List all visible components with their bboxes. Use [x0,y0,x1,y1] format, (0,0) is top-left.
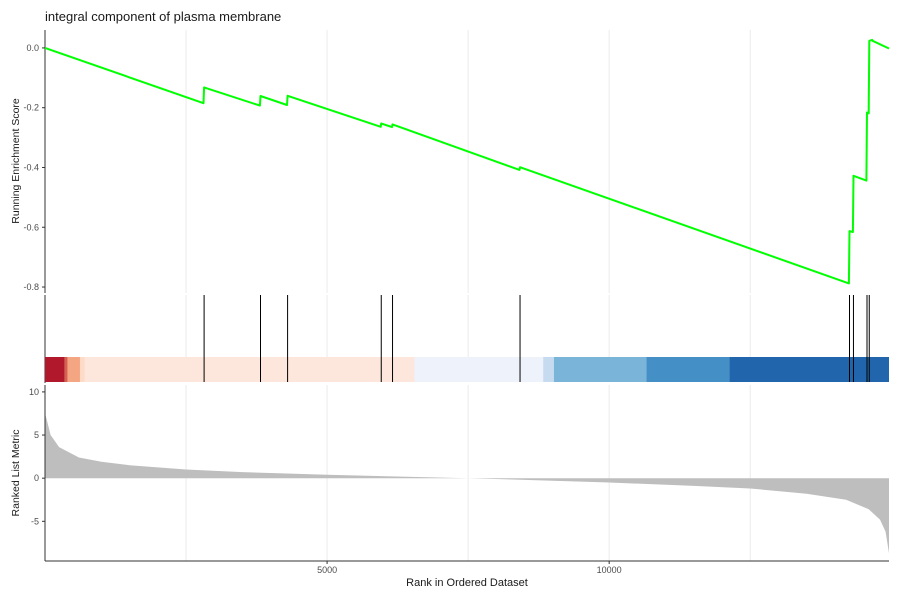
running-score-axis-label: Running Enrichment Score [10,98,22,224]
ranked-metric-y-tick-label: -5 [31,516,39,526]
ranked-metric-y-tick-label: 0 [34,473,39,483]
ranked-metric-axis-label: Ranked List Metric [10,430,22,517]
rank-color-segment [543,357,554,382]
grid-layer [185,30,751,561]
ranked-metric-y-tick-label: 5 [34,430,39,440]
rank-color-segment [646,357,730,382]
running-score-y-tick-label: -0.4 [23,162,39,172]
chart-title: integral component of plasma membrane [45,9,281,24]
x-axis-tick-label: 5000 [317,565,337,575]
rank-color-segment [67,357,80,382]
x-axis-label: Rank in Ordered Dataset [406,577,528,589]
running-score-y-tick-label: -0.2 [23,103,39,113]
running-score-line [44,38,890,285]
running-score-y-tick-label: 0.0 [26,43,39,53]
ranked-metric-area [45,413,889,554]
rank-color-segment [84,357,415,382]
running-score-y-tick-label: -0.8 [23,282,39,292]
hits-panel [44,295,889,383]
ranked-metric-y-tick-label: 10 [29,387,39,397]
rank-color-segment [414,357,544,382]
rank-color-segment [45,357,65,382]
x-axis-tick-label: 10000 [597,565,622,575]
running-score-y-tick-label: -0.6 [23,222,39,232]
running-score-panel: 0.0 -0.2 -0.4 -0.6 -0.8 [23,30,890,293]
rank-color-segment [64,357,68,382]
ranked-metric-panel: 10 5 0 -5 5000 10000 [29,385,889,575]
rank-color-segment [553,357,647,382]
rank-color-segment [729,357,889,382]
rank-color-segment [79,357,85,382]
